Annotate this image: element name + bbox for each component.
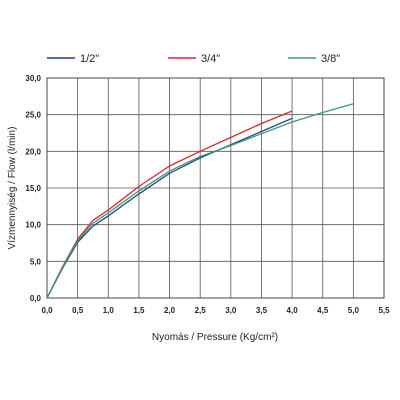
x-tick-label: 4,0	[287, 306, 299, 315]
grid	[47, 78, 384, 298]
x-tick-label: 5,0	[348, 306, 360, 315]
y-tick-label: 20,0	[25, 147, 41, 156]
x-tick-label: 5,5	[378, 306, 390, 315]
x-tick-label: 4,5	[317, 306, 329, 315]
y-tick-label: 5,0	[30, 257, 42, 266]
x-tick-label: 1,5	[133, 306, 145, 315]
y-tick-labels: 0,0 5,0 10,0 15,0 20,0 25,0 30,0	[25, 74, 41, 303]
x-tick-label: 3,5	[256, 306, 268, 315]
y-tick-label: 25,0	[25, 111, 41, 120]
legend-label-2: 3/4"	[201, 53, 220, 65]
y-tick-label: 30,0	[25, 74, 41, 83]
series-layer	[46, 103, 355, 299]
legend: 1/2" 3/4" 3/8"	[47, 53, 340, 65]
series-line-3	[46, 103, 355, 299]
y-tick-label: 0,0	[30, 294, 42, 303]
x-tick-label: 0,5	[72, 306, 84, 315]
x-tick-label: 2,0	[164, 306, 176, 315]
x-tick-labels: 0,0 0,5 1,0 1,5 2,0 2,5 3,0 3,5 4,0 4,5 5,0 5,5	[41, 306, 390, 315]
x-tick-label: 3,0	[225, 306, 237, 315]
x-axis-label: Nyomás / Pressure (Kg/cm²)	[152, 332, 278, 343]
x-tick-label: 2,5	[195, 306, 207, 315]
plot-area-frame	[46, 77, 385, 299]
y-tick-label: 15,0	[25, 184, 41, 193]
legend-label-3: 3/8"	[321, 53, 340, 65]
y-tick-label: 10,0	[25, 221, 41, 230]
y-axis-label: Vízmennyiség / Flow (l/min)	[7, 127, 18, 250]
x-tick-label: 1,0	[103, 306, 115, 315]
x-tick-label: 0,0	[41, 306, 53, 315]
legend-label-1: 1/2"	[80, 53, 99, 65]
